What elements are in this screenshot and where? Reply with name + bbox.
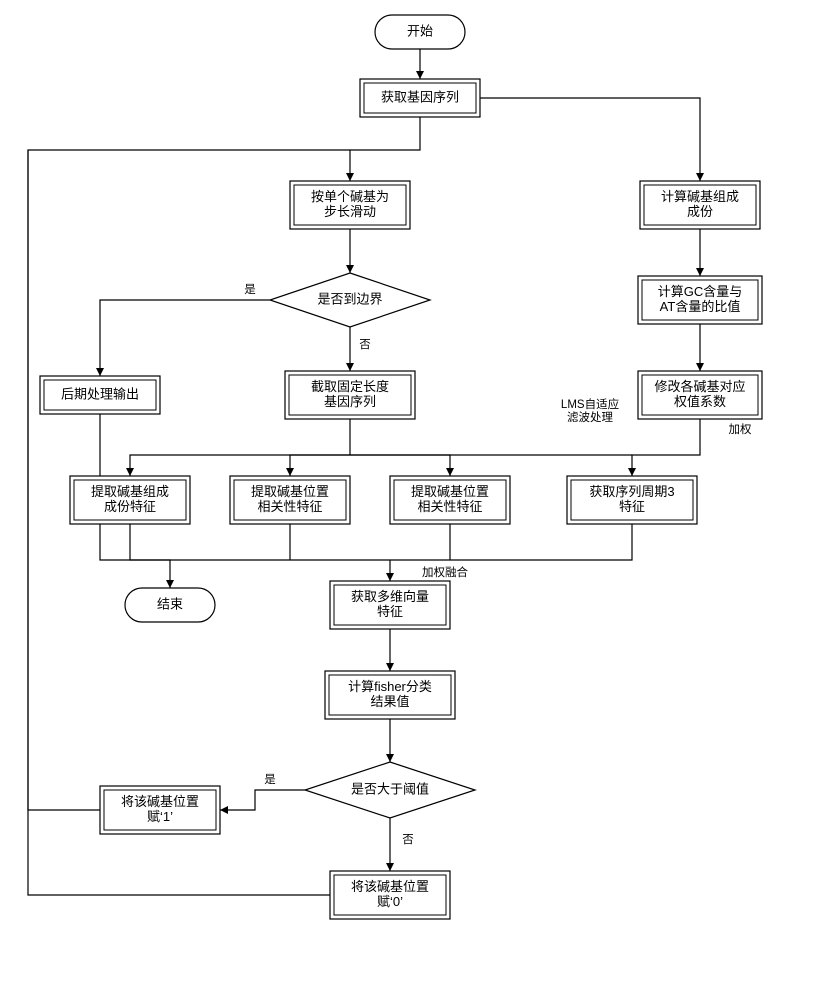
svg-text:是否到边界: 是否到边界 [317, 291, 382, 306]
svg-text:将该碱基位置: 将该碱基位置 [121, 794, 199, 809]
svg-text:步长滑动: 步长滑动 [324, 204, 376, 219]
svg-text:按单个碱基为: 按单个碱基为 [311, 189, 389, 204]
node-thresh: 是否大于阈值 [305, 762, 475, 818]
edge-bus-feat3-13 [350, 455, 450, 476]
svg-text:成份: 成份 [687, 204, 713, 219]
svg-text:权值系数: 权值系数 [674, 394, 726, 409]
svg-text:成份特征: 成份特征 [104, 499, 156, 514]
svg-text:赋‘0’: 赋‘0’ [377, 894, 403, 909]
node-border: 是否到边界 [270, 273, 430, 327]
flowchart-canvas: 开始获取基因序列按单个碱基为步长滑动 计算碱基组成成份是否到边界 计算GC含量与AT… [0, 0, 813, 1000]
edge-get_seq-slide-1 [350, 117, 420, 181]
node-post: 后期处理输出 [40, 376, 160, 414]
node-comp: 计算碱基组成成份 [640, 181, 760, 229]
edge-label-5: 否 [359, 339, 371, 351]
svg-text:获取多维向量: 获取多维向量 [351, 589, 429, 604]
node-fisher: 计算fisher分类结果值 [325, 671, 455, 719]
svg-text:截取固定长度: 截取固定长度 [311, 379, 389, 394]
svg-text:修改各碱基对应: 修改各碱基对应 [654, 379, 745, 394]
svg-text:计算fisher分类: 计算fisher分类 [348, 679, 432, 694]
svg-text:基因序列: 基因序列 [324, 394, 376, 409]
svg-text:开始: 开始 [407, 23, 433, 38]
edge-bus-feat1-11 [130, 455, 350, 476]
edge-label-10: LMS自适应 [561, 397, 619, 411]
node-assign1: 将该碱基位置赋‘1’ [100, 786, 220, 834]
node-end: 结束 [125, 588, 215, 622]
node-feat4: 获取序列周期3特征 [567, 476, 697, 524]
edge-get_seq-comp-2 [480, 98, 700, 181]
svg-text:是否大于阈值: 是否大于阈值 [351, 781, 429, 796]
svg-text:滤波处理: 滤波处理 [567, 411, 613, 424]
svg-text:将该碱基位置: 将该碱基位置 [351, 879, 429, 894]
svg-text:结果值: 结果值 [370, 694, 409, 709]
node-get_seq: 获取基因序列 [360, 79, 480, 117]
node-start: 开始 [375, 15, 465, 49]
node-ratio: 计算GC含量与AT含量的比值 [638, 276, 762, 324]
svg-text:赋‘1’: 赋‘1’ [147, 809, 173, 824]
node-slide: 按单个碱基为步长滑动 [290, 181, 410, 229]
edge-border-post-6 [100, 300, 270, 376]
svg-text:结束: 结束 [157, 596, 183, 611]
edge-modw-feat4-9 [632, 419, 700, 476]
edge-label-19: 加权融合 [422, 565, 468, 579]
svg-text:相关性特征: 相关性特征 [417, 499, 482, 514]
edge-label-6: 是 [244, 283, 256, 296]
edge-bus-feat2-12 [290, 455, 350, 476]
svg-text:提取碱基位置: 提取碱基位置 [411, 484, 489, 499]
node-modw: 修改各碱基对应权值系数 [638, 371, 762, 419]
node-feat3: 提取碱基位置相关性特征 [390, 476, 510, 524]
svg-text:相关性特征: 相关性特征 [257, 499, 322, 514]
node-assign0: 将该碱基位置赋‘0’ [330, 871, 450, 919]
edge-label-22: 是 [264, 773, 276, 786]
svg-text:特征: 特征 [377, 604, 403, 619]
svg-text:计算GC含量与: 计算GC含量与 [658, 284, 743, 299]
svg-text:获取序列周期3: 获取序列周期3 [589, 484, 674, 499]
edge-feat1-vec_bus-15 [130, 524, 390, 560]
node-clip: 截取固定长度基因序列 [285, 371, 415, 419]
svg-text:提取碱基组成: 提取碱基组成 [91, 484, 169, 499]
svg-text:AT含量的比值: AT含量的比值 [660, 299, 741, 314]
edge-thresh-assign1-22 [220, 790, 305, 810]
node-feat1: 提取碱基组成成份特征 [70, 476, 190, 524]
node-vec: 获取多维向量特征 [330, 581, 450, 629]
edge-label-23: 否 [402, 834, 414, 846]
svg-text:特征: 特征 [619, 499, 645, 514]
edge-feat4-vec_bus-18 [390, 524, 632, 560]
node-feat2: 提取碱基位置相关性特征 [230, 476, 350, 524]
svg-text:获取基因序列: 获取基因序列 [381, 89, 459, 104]
svg-text:计算碱基组成: 计算碱基组成 [661, 189, 739, 204]
svg-text:提取碱基位置: 提取碱基位置 [251, 484, 329, 499]
svg-text:后期处理输出: 后期处理输出 [61, 386, 139, 401]
edge-label-9: 加权 [729, 423, 752, 436]
